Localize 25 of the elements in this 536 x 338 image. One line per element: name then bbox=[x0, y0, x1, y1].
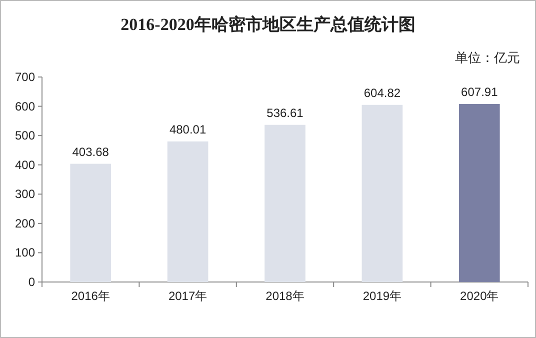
y-tick-label: 300 bbox=[14, 187, 36, 202]
y-tick-label: 600 bbox=[14, 99, 36, 114]
bar bbox=[264, 124, 306, 282]
y-tick-label: 700 bbox=[14, 70, 36, 84]
x-tick-label: 2020年 bbox=[460, 289, 499, 303]
bar bbox=[70, 164, 112, 282]
text: 单位：亿元 bbox=[455, 50, 520, 65]
bar bbox=[458, 104, 500, 282]
data-label: 604.82 bbox=[364, 86, 401, 100]
bar bbox=[167, 141, 208, 282]
x-tick-label: 2016年 bbox=[71, 289, 110, 303]
y-tick-label: 500 bbox=[14, 128, 36, 143]
chart-title: 2016-2020年哈密市地区生产总值统计图 bbox=[120, 15, 416, 34]
x-tick-label: 2017年 bbox=[168, 289, 208, 303]
data-label: 536.61 bbox=[266, 106, 304, 120]
bar bbox=[362, 104, 403, 282]
data-label: 607.91 bbox=[461, 84, 498, 99]
y-tick-label: 400 bbox=[14, 158, 36, 172]
data-label: 403.68 bbox=[72, 144, 110, 159]
data-label: 480.01 bbox=[169, 122, 206, 136]
y-tick-label: 200 bbox=[14, 216, 36, 230]
y-tick-label: 100 bbox=[14, 246, 36, 260]
y-tick-label: 0 bbox=[28, 275, 36, 289]
x-tick-label: 2018年 bbox=[266, 289, 304, 303]
x-tick-label: 2019年 bbox=[362, 289, 402, 303]
